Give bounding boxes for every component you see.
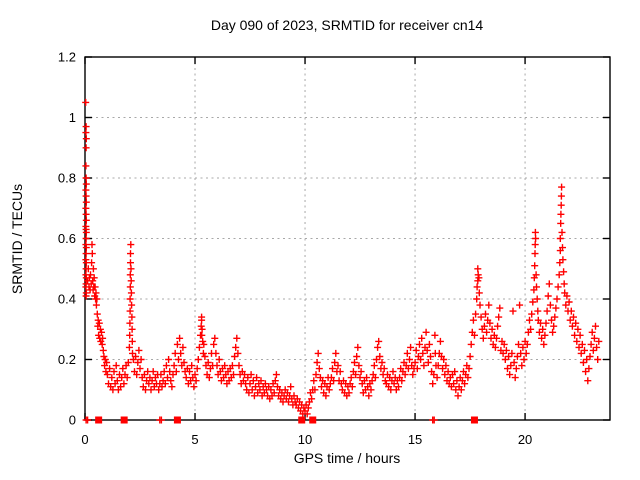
x-tick-label: 20 — [518, 432, 532, 447]
x-axis-label: GPS time / hours — [294, 450, 401, 466]
zero-flag-square — [309, 416, 317, 424]
x-tick-label: 5 — [191, 432, 198, 447]
zero-flag-square — [298, 416, 306, 424]
y-tick-label: 0.8 — [58, 171, 76, 186]
y-tick-label: 0.6 — [58, 231, 76, 246]
chart-title: Day 090 of 2023, SRMTID for receiver cn1… — [211, 17, 484, 33]
x-tick-label: 10 — [298, 432, 312, 447]
zero-flag-square — [173, 416, 181, 424]
zero-flag-square — [120, 416, 128, 424]
y-tick-label: 1 — [69, 110, 76, 125]
scatter-points — [82, 98, 603, 424]
y-tick-label: 0.2 — [58, 352, 76, 367]
zero-flag-square — [95, 416, 103, 424]
x-tick-label: 15 — [408, 432, 422, 447]
x-tick-label: 0 — [81, 432, 88, 447]
y-tick-label: 0 — [69, 413, 76, 428]
y-tick-label: 1.2 — [58, 50, 76, 65]
y-tick-label: 0.4 — [58, 292, 76, 307]
plot-generated-layer: 0 5 10 15 20 0 0.2 0.4 0.6 0.8 1 1.2 — [58, 50, 611, 447]
zero-flag-square — [470, 416, 478, 424]
y-axis-label: SRMTID / TECUs — [9, 184, 25, 294]
